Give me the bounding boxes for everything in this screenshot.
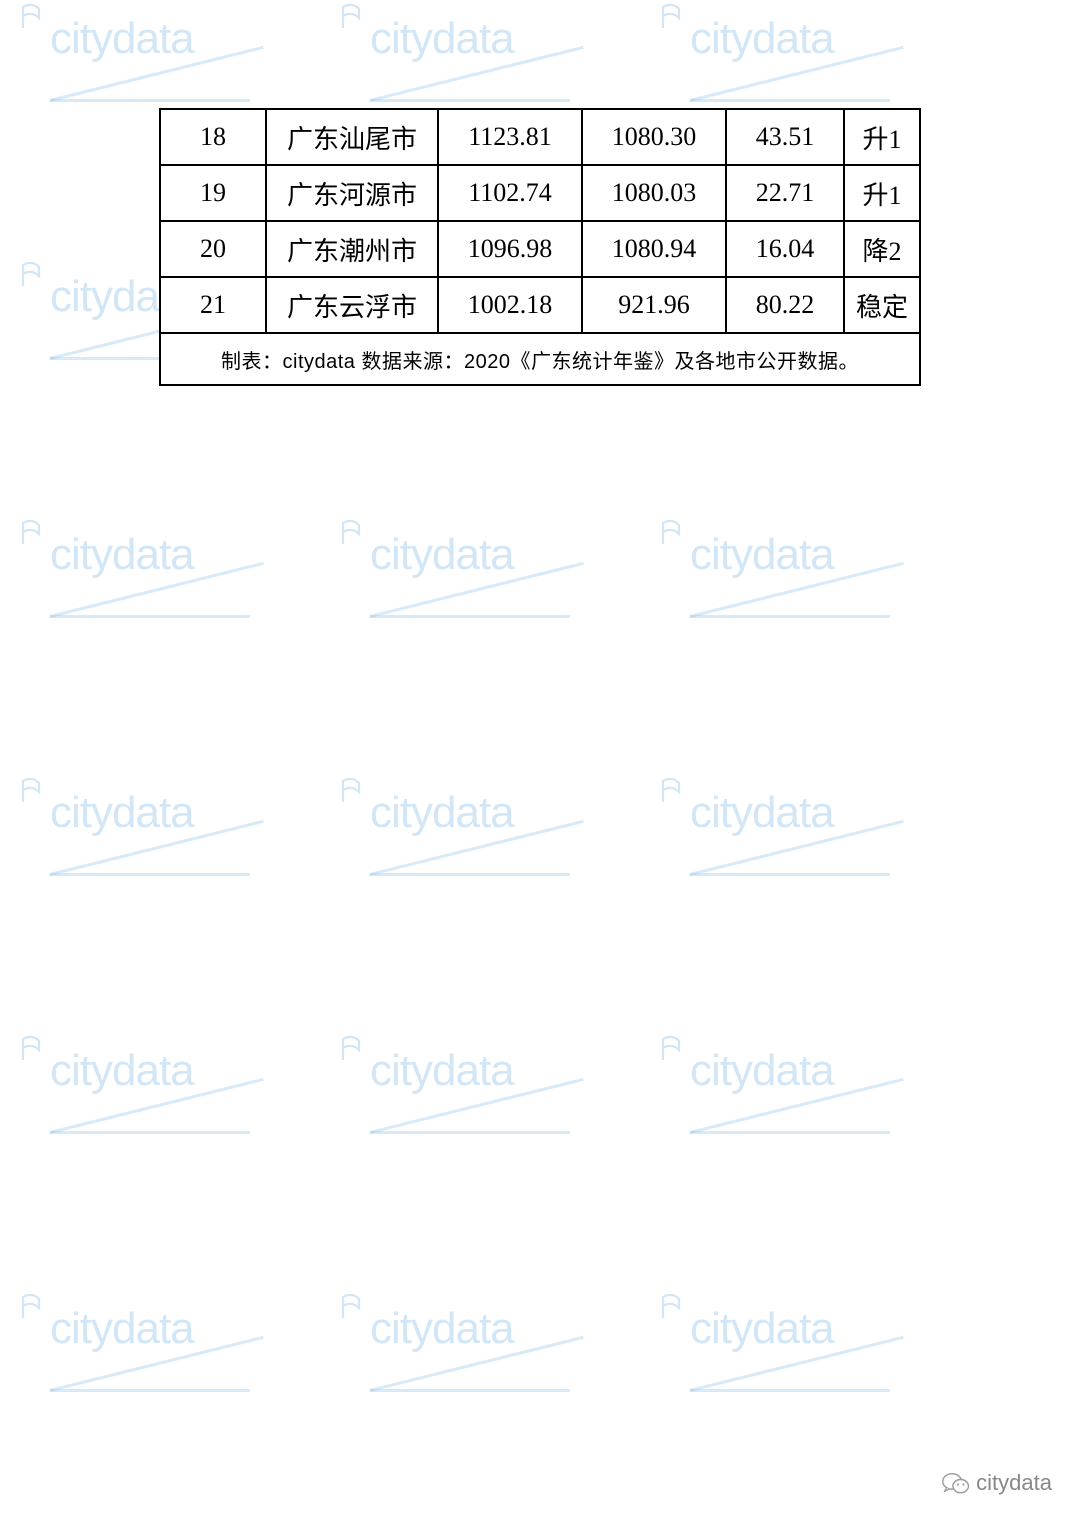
watermark-stamp: citydata bbox=[660, 1284, 920, 1434]
table-cell: 18 bbox=[160, 109, 266, 165]
table-container: 18广东汕尾市1123.811080.3043.51升119广东河源市1102.… bbox=[0, 0, 1080, 386]
footer-label: citydata bbox=[976, 1470, 1052, 1496]
watermark-stamp: citydata bbox=[340, 1284, 600, 1434]
table-cell: 16.04 bbox=[726, 221, 844, 277]
table-cell: 升1 bbox=[844, 165, 920, 221]
table-caption-row: 制表：citydata 数据来源：2020《广东统计年鉴》及各地市公开数据。 bbox=[160, 333, 920, 385]
table-cell: 1096.98 bbox=[438, 221, 582, 277]
watermark-stamp: citydata bbox=[20, 1284, 280, 1434]
watermark-stamp: citydata bbox=[660, 1026, 920, 1176]
table-cell: 80.22 bbox=[726, 277, 844, 333]
table-cell: 广东汕尾市 bbox=[266, 109, 438, 165]
table-cell: 1080.30 bbox=[582, 109, 726, 165]
table-caption: 制表：citydata 数据来源：2020《广东统计年鉴》及各地市公开数据。 bbox=[160, 333, 920, 385]
footer-attribution: citydata bbox=[942, 1470, 1052, 1496]
data-table: 18广东汕尾市1123.811080.3043.51升119广东河源市1102.… bbox=[159, 108, 921, 386]
watermark-stamp: citydata bbox=[340, 768, 600, 918]
watermark-stamp: citydata bbox=[20, 1026, 280, 1176]
table-cell: 921.96 bbox=[582, 277, 726, 333]
table-cell: 1102.74 bbox=[438, 165, 582, 221]
watermark-stamp: citydata bbox=[340, 1026, 600, 1176]
watermark-stamp: citydata bbox=[20, 510, 280, 660]
table-cell: 43.51 bbox=[726, 109, 844, 165]
watermark-stamp: citydata bbox=[340, 510, 600, 660]
table-row: 20广东潮州市1096.981080.9416.04降2 bbox=[160, 221, 920, 277]
table-cell: 21 bbox=[160, 277, 266, 333]
table-cell: 1080.03 bbox=[582, 165, 726, 221]
watermark-stamp: citydata bbox=[660, 510, 920, 660]
watermark-stamp: citydata bbox=[660, 768, 920, 918]
table-cell: 降2 bbox=[844, 221, 920, 277]
table-row: 21广东云浮市1002.18921.9680.22稳定 bbox=[160, 277, 920, 333]
watermark-stamp: citydata bbox=[20, 768, 280, 918]
table-cell: 1123.81 bbox=[438, 109, 582, 165]
table-cell: 稳定 bbox=[844, 277, 920, 333]
table-cell: 广东潮州市 bbox=[266, 221, 438, 277]
table-cell: 1002.18 bbox=[438, 277, 582, 333]
table-cell: 广东河源市 bbox=[266, 165, 438, 221]
table-row: 18广东汕尾市1123.811080.3043.51升1 bbox=[160, 109, 920, 165]
table-row: 19广东河源市1102.741080.0322.71升1 bbox=[160, 165, 920, 221]
table-cell: 22.71 bbox=[726, 165, 844, 221]
table-cell: 升1 bbox=[844, 109, 920, 165]
table-cell: 广东云浮市 bbox=[266, 277, 438, 333]
table-cell: 19 bbox=[160, 165, 266, 221]
wechat-icon bbox=[942, 1471, 970, 1495]
table-cell: 20 bbox=[160, 221, 266, 277]
table-cell: 1080.94 bbox=[582, 221, 726, 277]
